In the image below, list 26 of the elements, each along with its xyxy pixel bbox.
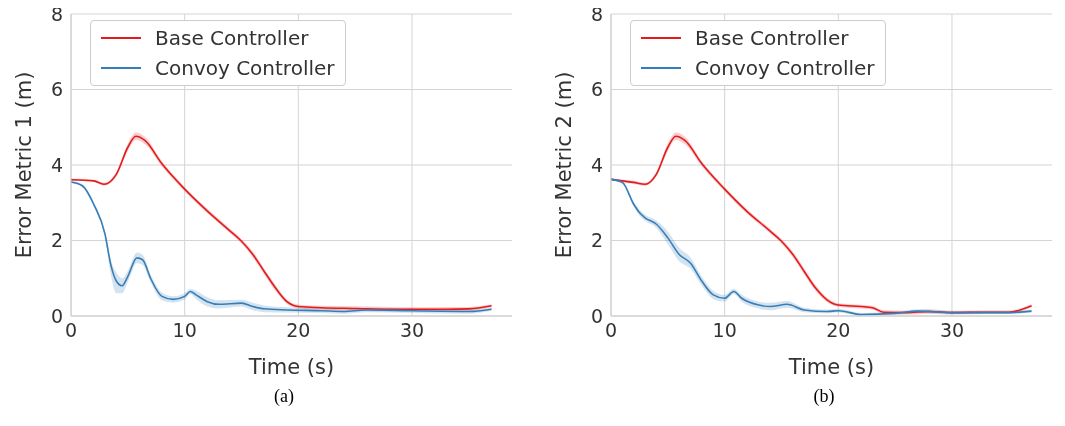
x-tick-label: 20 [826,319,851,342]
text: (a) [273,386,295,407]
legend-label: Convoy Controller [155,55,335,82]
y-tick-label: 4 [590,153,603,176]
y-tick-label: 2 [590,229,603,252]
x-tick-label: 30 [939,319,965,342]
x-tick-label: 10 [712,319,737,342]
legend-label: Base Controller [695,25,849,52]
y-tick-label: 0 [50,304,63,327]
y-tick-label: 2 [50,229,63,252]
x-tick-label: 0 [604,319,618,342]
text: (b) [812,386,836,407]
y-axis-title: Error Metric 1 (m) [12,71,37,259]
legend-label: Base Controller [155,25,309,52]
y-tick-label: 6 [50,78,63,101]
x-tick-label: 0 [64,319,78,342]
x-axis-title: Time (s) [247,355,335,379]
y-tick-label: 6 [590,78,603,101]
x-axis-title: Time (s) [787,355,875,379]
y-tick-label: 4 [50,153,63,176]
x-tick-label: 10 [172,319,197,342]
legend-label: Convoy Controller [695,55,875,82]
y-axis-title: Error Metric 2 (m) [552,71,577,259]
x-tick-label: 30 [399,319,425,342]
x-tick-label: 20 [286,319,311,342]
y-tick-label: 0 [590,304,603,327]
